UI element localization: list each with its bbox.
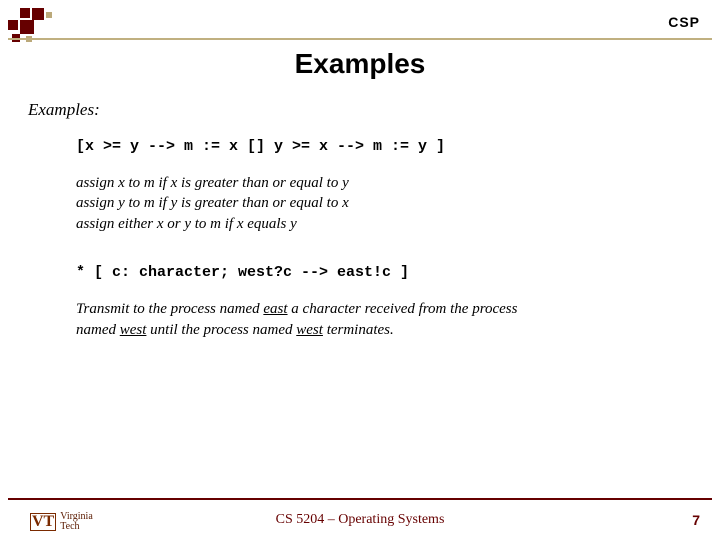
explain1-line3: assign either x or y to m if x equals y [76, 214, 692, 234]
subheading: Examples: [28, 100, 692, 120]
explain1-line1: assign x to m if x is greater than or eq… [76, 173, 692, 193]
header-logo [8, 8, 54, 42]
explanation-2: Transmit to the process named east a cha… [76, 299, 556, 341]
underline-west-1: west [120, 322, 147, 338]
explain1-line2: assign y to m if y is greater than or eq… [76, 193, 692, 213]
page-number: 7 [692, 512, 700, 528]
footer-center: CS 5204 – Operating Systems [0, 512, 720, 528]
content-area: Examples: [x >= y --> m := x [] y >= x -… [28, 100, 692, 341]
explanation-1: assign x to m if x is greater than or eq… [76, 173, 692, 234]
underline-west-2: west [296, 322, 323, 338]
header-corner-label: CSP [668, 14, 700, 30]
code-block-2: * [ c: character; west?c --> east!c ] [76, 264, 692, 281]
header-rule [8, 38, 712, 40]
code-block-1: [x >= y --> m := x [] y >= x --> m := y … [76, 138, 692, 155]
footer-rule [8, 498, 712, 500]
slide-title: Examples [0, 48, 720, 80]
slide: CSP Examples Examples: [x >= y --> m := … [0, 0, 720, 540]
underline-east: east [263, 301, 287, 317]
